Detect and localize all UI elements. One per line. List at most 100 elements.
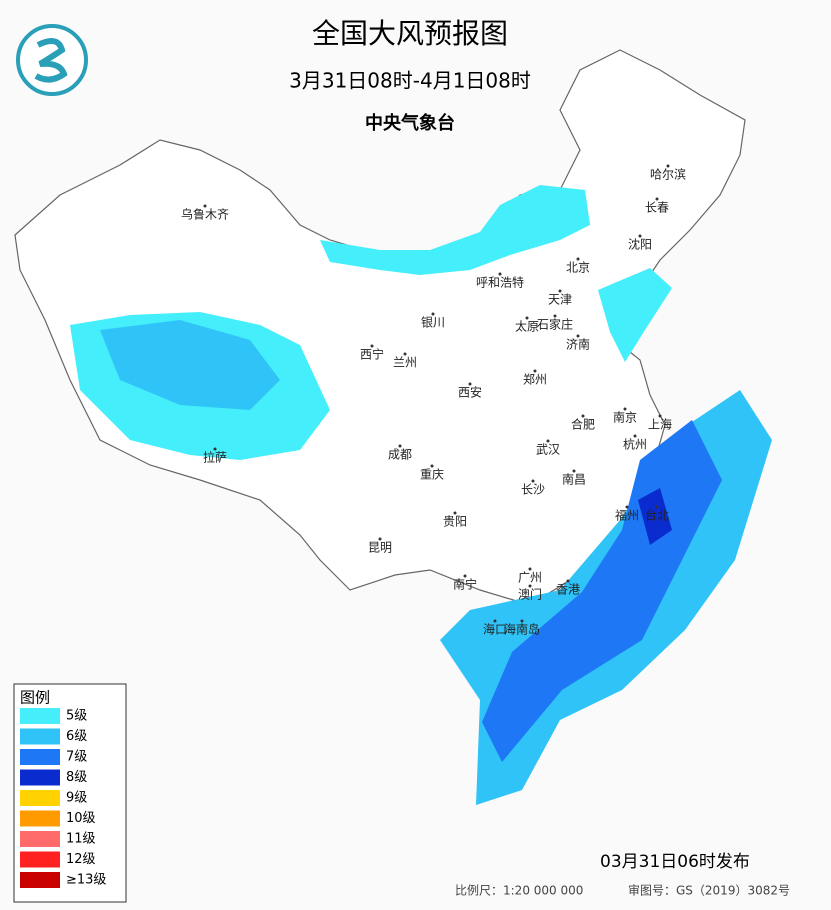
legend-swatch	[20, 749, 60, 765]
city-dot	[398, 444, 402, 448]
scale: 比例尺：1:20 000 000	[455, 884, 583, 898]
city-label: 沈阳	[628, 237, 652, 252]
city-dot	[493, 619, 497, 623]
city-dot	[655, 197, 659, 201]
city-label: 武汉	[536, 443, 560, 457]
city-label: 郑州	[523, 372, 547, 387]
logo-mark	[34, 38, 68, 83]
legend-swatch	[20, 790, 60, 806]
wind-area	[598, 268, 672, 362]
city-dot	[558, 289, 562, 293]
city-label: 南宁	[453, 577, 477, 592]
legend-swatch	[20, 769, 60, 786]
legend-swatch	[20, 831, 60, 847]
city-dot	[370, 344, 374, 348]
city-label: 天津	[548, 293, 572, 307]
city-label: 南昌	[562, 472, 586, 487]
city-label: 石家庄	[537, 317, 573, 332]
city-dot	[576, 257, 580, 261]
city-label: 澳门	[518, 587, 542, 602]
city-label: 长沙	[521, 483, 545, 497]
city-label: 成都	[388, 448, 412, 462]
city-label: 西安	[458, 385, 482, 400]
period: 3月31日08时-4月1日08时	[289, 69, 531, 93]
title: 全国大风预报图	[312, 17, 508, 50]
city-dot	[431, 312, 435, 316]
wind-area	[320, 185, 590, 275]
legend-swatch	[20, 708, 60, 724]
city-dot	[553, 314, 557, 318]
city-dot	[623, 407, 627, 411]
legend-label: ≥13级	[66, 873, 106, 888]
city-dot	[463, 574, 467, 578]
city-dot	[453, 511, 457, 515]
city-label: 济南	[566, 337, 590, 352]
city-label: 银川	[421, 316, 445, 330]
city-dot	[658, 414, 662, 418]
city-dot	[576, 334, 580, 338]
legend-swatch	[20, 872, 60, 888]
city-label: 拉萨	[203, 450, 227, 465]
legend-swatch	[20, 728, 60, 745]
city-label: 呼和浩特	[476, 275, 524, 290]
city-label: 重庆	[420, 468, 444, 482]
city-dot	[655, 505, 659, 509]
city-dot	[528, 567, 532, 571]
city-dot	[498, 272, 502, 276]
legend-label: 12级	[66, 852, 96, 867]
city-label: 南京	[613, 410, 637, 425]
wind-area	[638, 488, 672, 545]
city-label: 贵阳	[443, 515, 467, 529]
legend-items: 5级 6级 7级 8级 9级 10级 11级 12级 ≥13级	[20, 708, 106, 888]
city-label: 杭州	[623, 437, 647, 452]
city-dot	[581, 414, 585, 418]
city-dot	[625, 505, 629, 509]
city-dot	[520, 619, 524, 623]
city-label: 哈尔滨	[650, 167, 686, 182]
wind-area	[100, 320, 280, 410]
legend-label: 9级	[66, 791, 87, 806]
issuer: 中央气象台	[365, 112, 455, 134]
city-label: 香港	[556, 583, 580, 597]
city-dot	[528, 584, 532, 588]
city-dot	[666, 164, 670, 168]
city-label: 乌鲁木齐	[181, 207, 229, 222]
city-label: 西宁	[360, 347, 384, 362]
city-label: 太原	[515, 319, 539, 334]
legend-label: 11级	[66, 832, 96, 847]
city-label: 海口	[483, 622, 507, 637]
city-dot	[572, 469, 576, 473]
city-dot	[403, 352, 407, 356]
city-dot	[531, 479, 535, 483]
city-dot	[533, 369, 537, 373]
legend-swatch	[20, 851, 60, 868]
city-label: 台北	[645, 508, 669, 523]
city-label: 长春	[645, 201, 669, 215]
review: 审图号：GS（2019）3082号	[628, 883, 790, 898]
legend-label: 8级	[66, 770, 87, 785]
city-label: 广州	[518, 571, 542, 585]
city-dot	[546, 439, 550, 443]
legend-label: 10级	[66, 811, 96, 826]
legend-label: 6级	[66, 729, 87, 744]
city-label: 昆明	[368, 541, 392, 555]
city-label: 兰州	[393, 356, 417, 370]
city-label: 北京	[566, 261, 590, 275]
city-dot	[468, 382, 472, 386]
legend-label: 7级	[66, 750, 87, 765]
city-label: 海南岛	[504, 622, 540, 637]
city-dot	[525, 316, 529, 320]
city-dot	[430, 464, 434, 468]
city-dot	[638, 234, 642, 238]
city-dot	[633, 434, 637, 438]
issued: 03月31日06时发布	[600, 852, 750, 872]
city-label: 上海	[648, 417, 672, 432]
legend-label: 5级	[66, 709, 87, 724]
city-dot	[203, 204, 207, 208]
legend-swatch	[20, 810, 60, 827]
city-dot	[378, 537, 382, 541]
city-dot	[213, 447, 217, 451]
city-label: 福州	[615, 508, 639, 523]
